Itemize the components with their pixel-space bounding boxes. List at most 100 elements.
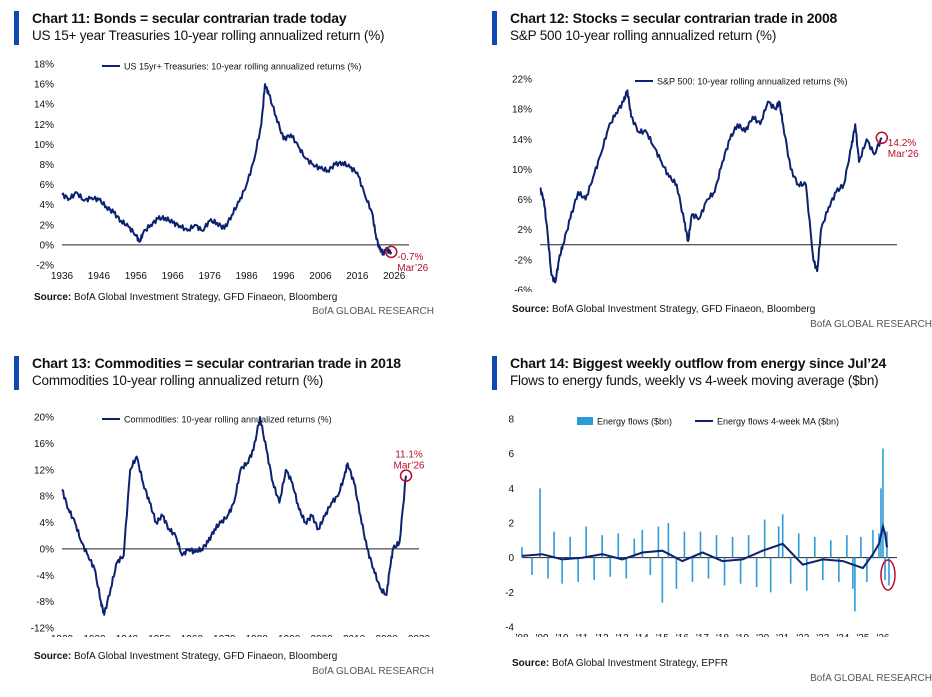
annotation-value: 11.1% [395,450,423,461]
x-tick-label: '12 [596,633,609,637]
x-tick-label: 1996 [272,271,295,282]
flow-bar [617,533,620,558]
x-tick-label: 2000 [311,634,334,637]
highlight-ellipse [880,559,896,591]
annotation-value: -0.7% [397,252,423,263]
chart-subtitle: Commodities 10-year rolling annualized r… [32,373,324,388]
flow-bar [641,529,644,558]
highlight-circle [875,131,889,145]
x-tick-label: '19 [736,633,749,637]
x-tick-label: '16 [676,633,689,637]
y-tick-label: 2% [518,225,533,236]
y-tick-label: 20% [34,413,54,424]
flow-bar [531,557,533,575]
x-tick-label: 2030 [408,634,431,637]
y-tick-label: 12% [34,465,54,476]
source-text: BofA Global Investment Strategy, GFD Fin… [549,304,816,315]
y-tick-label: -8% [36,597,54,608]
flow-bar [699,531,702,558]
flow-bar [601,535,604,558]
y-tick-label: -2% [36,261,54,272]
flow-bar [880,488,882,558]
flow-bar [838,557,840,582]
flow-bar [683,531,686,558]
flow-bar [633,538,636,558]
x-tick-label: 1930 [83,634,106,637]
chart-panel-11: Chart 11: Bonds = secular contrarian tra… [14,10,454,340]
flow-bar [805,557,808,591]
bond-returns-chart: -2% 0% 2% 4% 6% 8% 10% 12% 14% 16% 18% 1936 1946 1956… [34,60,429,283]
flow-bar [830,540,832,558]
moving-average-line [521,522,888,570]
y-tick-label: 18% [34,60,54,71]
x-tick-label: '23 [816,633,829,637]
source-label: Source: [34,292,72,303]
flow-bar [846,535,848,558]
flow-bar [797,533,800,558]
flow-bar [854,557,856,612]
x-tick-label: 1956 [125,271,148,282]
flow-bar [715,535,718,558]
y-tick-label: 14% [512,135,532,146]
y-tick-label: -2% [514,255,532,266]
flow-bar [667,523,670,558]
x-tick-label: 2026 [383,271,406,282]
flow-bar [723,557,726,586]
x-tick-label: 1976 [199,271,222,282]
source-label: Source: [512,658,550,669]
x-tick-label: 1966 [162,271,185,282]
brand-footer: BofA GLOBAL RESEARCH [312,306,434,317]
y-tick-label: 8% [40,492,55,503]
y-tick-label: 2 [508,519,514,530]
y-tick-label: 4 [508,484,514,495]
x-tick-label: 1960 [181,634,204,637]
stock-returns-chart: -6%-2%2%6%10%14%18%22%193619461956196619… [512,75,919,293]
x-tick-label: '11 [576,633,589,637]
flow-bar [539,488,541,558]
flow-bar [813,536,816,558]
legend-swatch-bar [577,417,593,425]
y-tick-label: 4% [40,518,55,529]
accent-bar [14,11,19,45]
y-tick-label: -4% [36,571,54,582]
x-tick-label: 1946 [88,271,111,282]
brand-footer: BofA GLOBAL RESEARCH [312,666,434,677]
flow-bar [553,531,555,558]
source-text: BofA Global Investment Strategy, GFD Fin… [71,292,338,303]
series-line [61,83,393,256]
accent-bar [14,356,19,390]
x-tick-label: '22 [796,633,809,637]
source-note: Source: BofA Global Investment Strategy,… [34,651,337,662]
x-tick-label: 1980 [246,634,269,637]
flow-bar [577,557,579,582]
energy-flows-chart: -4 -2 0 2 4 6 8 '08 '09 '10 '11 '12 '13 '14 '15 '16 '17 '… [505,415,897,637]
flow-bar [852,557,854,589]
flow-bar [769,557,772,593]
flow-bar [789,557,792,584]
flow-bar [661,557,664,603]
x-tick-label: '20 [756,633,769,637]
source-note: Source: BofA Global Investment Strategy,… [512,304,815,315]
x-tick-label: '17 [696,633,709,637]
flow-bar [747,535,750,558]
flow-bar [884,557,886,581]
x-tick-label: '08 [515,633,528,637]
y-tick-label: 6% [40,180,55,191]
highlight-circle [399,469,413,482]
annotation-value: 14.2% [888,138,916,149]
legend-label: Energy flows ($bn) [597,417,672,427]
y-tick-label: 0% [40,544,55,555]
series-line [539,89,883,284]
x-tick-label: 1990 [278,634,301,637]
y-tick-label: 8 [508,415,514,426]
y-tick-label: 8% [40,160,55,171]
source-label: Source: [512,304,550,315]
flow-bar [691,557,694,582]
x-tick-label: 1970 [213,634,236,637]
accent-bar [492,11,497,45]
highlight-circle [385,245,398,259]
legend-label: Commodities: 10-year rolling annualized … [124,415,332,425]
y-tick-label: -4 [505,623,514,634]
chart-panel-13: Chart 13: Commodities = secular contrari… [14,355,454,685]
flow-bar [521,547,523,558]
